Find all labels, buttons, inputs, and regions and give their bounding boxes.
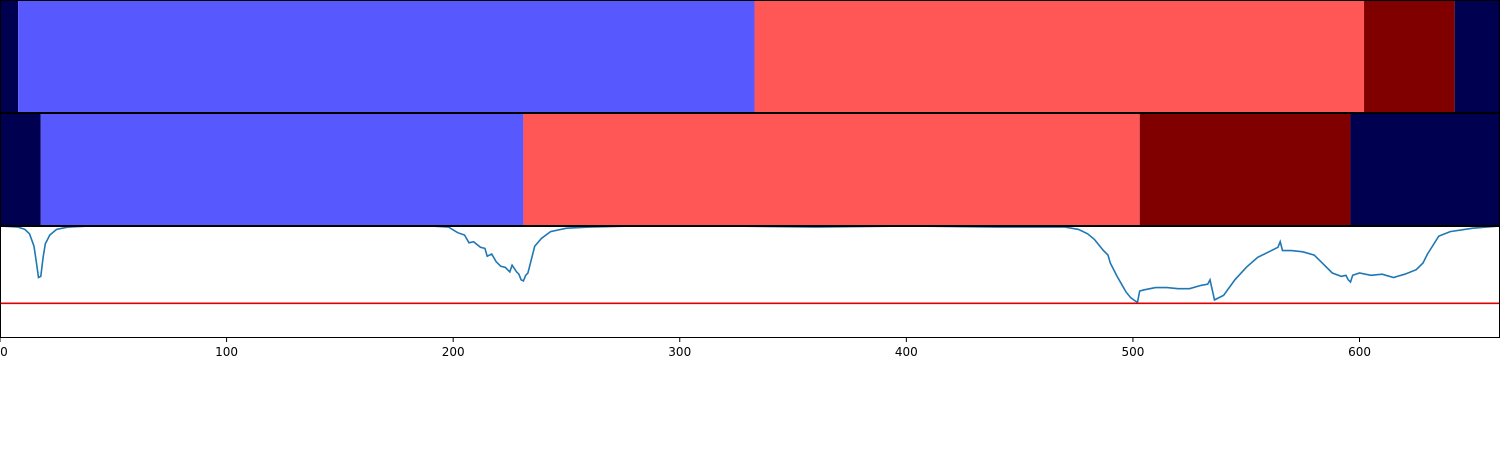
segment-bar-1-seg-5 bbox=[1454, 0, 1500, 113]
x-tick-label-600: 600 bbox=[1348, 345, 1371, 359]
segment-bar-1-seg-2 bbox=[18, 0, 755, 113]
signal-panel bbox=[0, 226, 1500, 305]
segment-bar-2-seg-4 bbox=[1139, 113, 1351, 226]
panel-frame-3 bbox=[0, 226, 1500, 338]
x-axis: 0 100 200 300 400 500 600 bbox=[0, 338, 1371, 359]
x-tick-label-500: 500 bbox=[1121, 345, 1144, 359]
segment-bar-1-seg-3 bbox=[754, 0, 1365, 113]
signal-line bbox=[0, 226, 1500, 304]
x-tick-label-400: 400 bbox=[895, 345, 918, 359]
segment-bar-1-seg-4 bbox=[1364, 0, 1455, 113]
segment-bar-2-seg-1 bbox=[0, 113, 41, 226]
segment-bar-1-seg-1 bbox=[0, 0, 19, 113]
x-tick-label-100: 100 bbox=[215, 345, 238, 359]
x-tick-label-300: 300 bbox=[668, 345, 691, 359]
segment-bars bbox=[0, 0, 1500, 226]
x-tick-label-0: 0 bbox=[0, 345, 8, 359]
segment-bar-2-seg-5 bbox=[1350, 113, 1500, 226]
segment-bar-2-seg-3 bbox=[523, 113, 1140, 226]
segment-bar-2-seg-2 bbox=[40, 113, 524, 226]
x-tick-label-200: 200 bbox=[442, 345, 465, 359]
